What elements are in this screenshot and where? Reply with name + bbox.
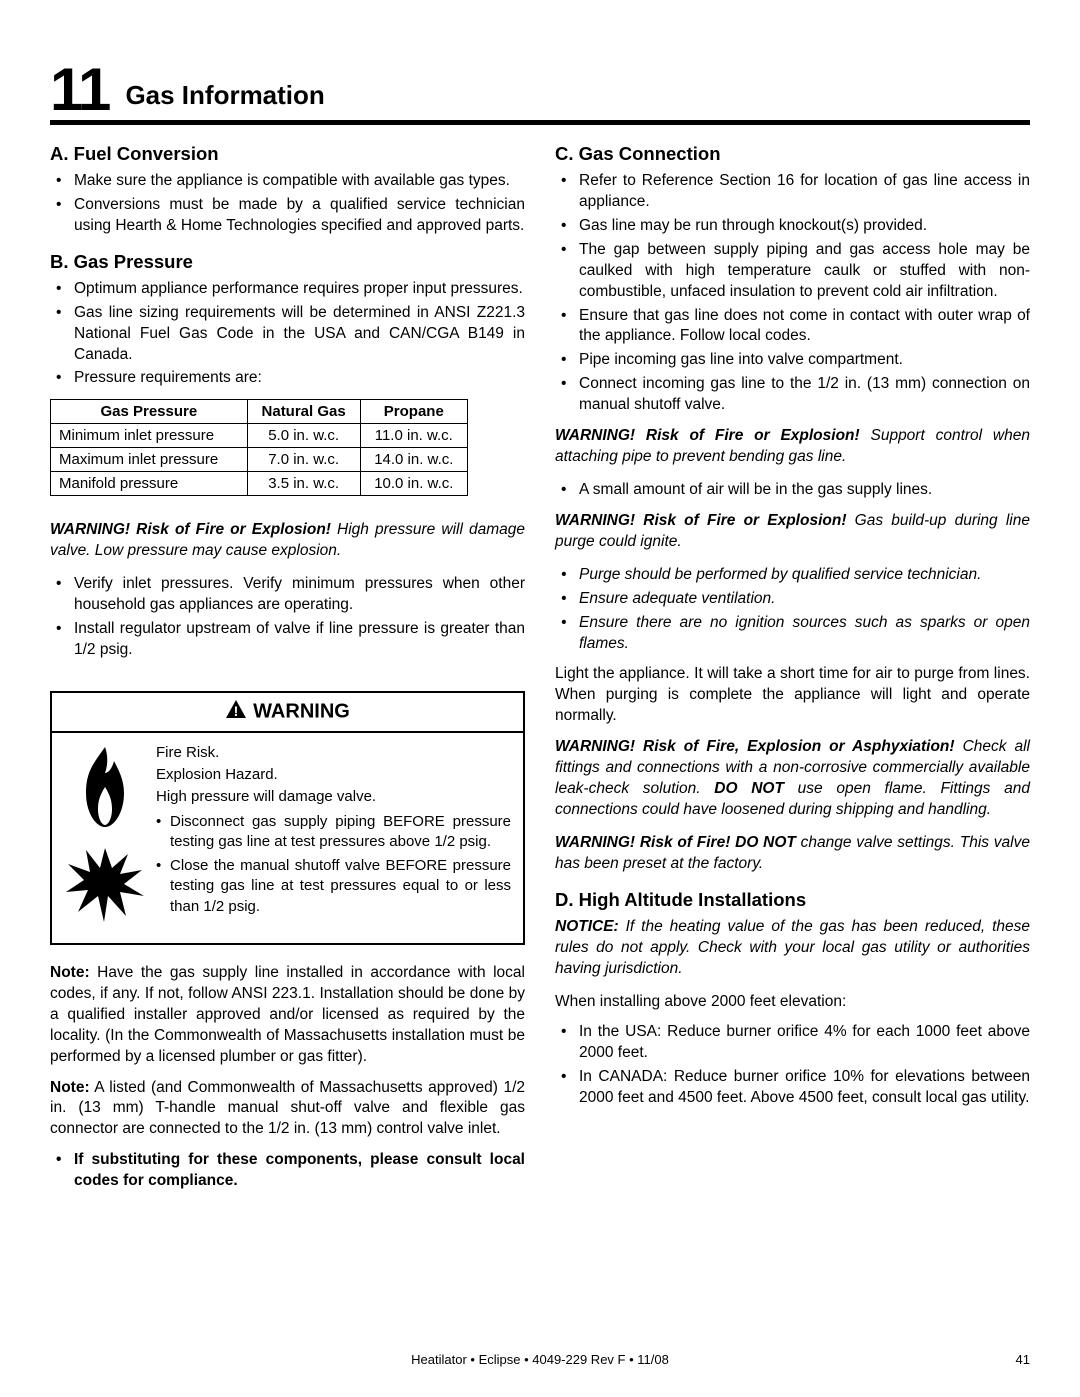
table-header: Natural Gas [247, 400, 360, 424]
bullet-item: Disconnect gas supply piping BEFORE pres… [156, 812, 511, 853]
warning-icons [64, 743, 156, 929]
warning-donot: DO NOT [714, 780, 784, 797]
page-header: 11 Gas Information [50, 60, 1030, 125]
bullet-item: Close the manual shutoff valve BEFORE pr… [156, 856, 511, 917]
warning-box: ! WARNING Fire [50, 691, 525, 945]
bullet-item: Refer to Reference Section 16 for locati… [555, 171, 1030, 213]
notice-lead: NOTICE: [555, 918, 619, 935]
note-body: Have the gas supply line installed in ac… [50, 964, 525, 1065]
bullet-item: Ensure that gas line does not come in co… [555, 306, 1030, 348]
bullet-item: The gap between supply piping and gas ac… [555, 240, 1030, 303]
table-cell: Minimum inlet pressure [51, 424, 248, 448]
left-column: A. Fuel Conversion Make sure the applian… [50, 143, 525, 1192]
warning-lead: WARNING! Risk of Fire or Explosion! [555, 512, 846, 529]
table-row: Maximum inlet pressure 7.0 in. w.c. 14.0… [51, 448, 468, 472]
warning-lead: WARNING! Risk of Fire or Explosion! [50, 521, 331, 538]
note-paragraph: Note: Have the gas supply line installed… [50, 963, 525, 1068]
note-body: A listed (and Commonwealth of Massachuse… [50, 1079, 525, 1138]
section-d-bullets: In the USA: Reduce burner orifice 4% for… [555, 1022, 1030, 1109]
section-c-heading: C. Gas Connection [555, 143, 1030, 165]
chapter-title: Gas Information [125, 80, 324, 111]
bullet-item: Verify inlet pressures. Verify minimum p… [50, 574, 525, 616]
explosion-icon [64, 846, 156, 929]
gas-pressure-table: Gas Pressure Natural Gas Propane Minimum… [50, 399, 468, 496]
section-c-bullets: Refer to Reference Section 16 for locati… [555, 171, 1030, 416]
table-row: Manifold pressure 3.5 in. w.c. 10.0 in. … [51, 472, 468, 496]
note-lead: Note: [50, 964, 90, 981]
warning-inline: WARNING! Risk of Fire! DO NOT change val… [555, 833, 1030, 875]
bullet-item: In the USA: Reduce burner orifice 4% for… [555, 1022, 1030, 1064]
notice-body: If the heating value of the gas has been… [555, 918, 1030, 977]
table-cell: Maximum inlet pressure [51, 448, 248, 472]
content-columns: A. Fuel Conversion Make sure the applian… [50, 143, 1030, 1192]
paragraph: When installing above 2000 feet elevatio… [555, 992, 1030, 1013]
table-cell: 14.0 in. w.c. [360, 448, 467, 472]
warning-inline: WARNING! Risk of Fire, Explosion or Asph… [555, 737, 1030, 821]
bullet-item: Connect incoming gas line to the 1/2 in.… [555, 374, 1030, 416]
warning-lead: WARNING! Risk of Fire or Explosion! [555, 427, 860, 444]
bullet-item: Make sure the appliance is compatible wi… [50, 171, 525, 192]
warning-box-bullets: Disconnect gas supply piping BEFORE pres… [156, 812, 511, 917]
notice-inline: NOTICE: If the heating value of the gas … [555, 917, 1030, 980]
warning-box-body: Fire Risk. Explosion Hazard. High pressu… [52, 733, 523, 943]
warning-inline: WARNING! Risk of Fire or Explosion! High… [50, 520, 525, 562]
table-cell: 3.5 in. w.c. [247, 472, 360, 496]
bullet-item: A small amount of air will be in the gas… [555, 480, 1030, 501]
bold-bullet: If substituting for these components, pl… [50, 1150, 525, 1192]
table-header: Propane [360, 400, 467, 424]
section-c-bullets-2: A small amount of air will be in the gas… [555, 480, 1030, 501]
flame-icon [64, 743, 156, 838]
section-b-heading: B. Gas Pressure [50, 251, 525, 273]
section-a-bullets: Make sure the appliance is compatible wi… [50, 171, 525, 237]
warning-lead: WARNING! Risk of Fire, Explosion or Asph… [555, 738, 955, 755]
bullet-item: Gas line sizing requirements will be det… [50, 303, 525, 366]
bullet-item: Purge should be performed by qualified s… [555, 565, 1030, 586]
table-row: Minimum inlet pressure 5.0 in. w.c. 11.0… [51, 424, 468, 448]
paragraph: Light the appliance. It will take a shor… [555, 664, 1030, 727]
note-paragraph: Note: A listed (and Commonwealth of Mass… [50, 1078, 525, 1141]
bullet-item: Pipe incoming gas line into valve compar… [555, 350, 1030, 371]
section-d-heading: D. High Altitude Installations [555, 889, 1030, 911]
svg-text:!: ! [234, 703, 239, 719]
bullet-item: Install regulator upstream of valve if l… [50, 619, 525, 661]
warning-box-header: ! WARNING [52, 693, 523, 733]
bullet-item: Conversions must be made by a qualified … [50, 195, 525, 237]
section-a-heading: A. Fuel Conversion [50, 143, 525, 165]
bullet-item: Optimum appliance performance requires p… [50, 279, 525, 300]
section-b-bullets-bottom: Verify inlet pressures. Verify minimum p… [50, 574, 525, 661]
italic-bullets: Purge should be performed by qualified s… [555, 565, 1030, 655]
section-b-bullets-top: Optimum appliance performance requires p… [50, 279, 525, 390]
warning-line: Fire Risk. [156, 743, 511, 763]
right-column: C. Gas Connection Refer to Reference Sec… [555, 143, 1030, 1192]
page-footer: Heatilator • Eclipse • 4049-229 Rev F • … [50, 1352, 1030, 1367]
warning-lead: WARNING! Risk of Fire! DO NOT [555, 834, 796, 851]
warning-line: High pressure will damage valve. [156, 787, 511, 807]
bullet-item: Ensure there are no ignition sources suc… [555, 613, 1030, 655]
chapter-number: 11 [50, 60, 109, 120]
table-cell: 11.0 in. w.c. [360, 424, 467, 448]
warning-inline: WARNING! Risk of Fire or Explosion! Supp… [555, 426, 1030, 468]
footer-center: Heatilator • Eclipse • 4049-229 Rev F • … [50, 1352, 1030, 1367]
warning-box-text: Fire Risk. Explosion Hazard. High pressu… [156, 743, 511, 929]
bullet-item: Ensure adequate ventilation. [555, 589, 1030, 610]
table-cell: Manifold pressure [51, 472, 248, 496]
table-cell: 5.0 in. w.c. [247, 424, 360, 448]
note-lead: Note: [50, 1079, 90, 1096]
table-cell: 7.0 in. w.c. [247, 448, 360, 472]
warning-line: Explosion Hazard. [156, 765, 511, 785]
bullet-item: Gas line may be run through knockout(s) … [555, 216, 1030, 237]
table-cell: 10.0 in. w.c. [360, 472, 467, 496]
table-header: Gas Pressure [51, 400, 248, 424]
bullet-item: In CANADA: Reduce burner orifice 10% for… [555, 1067, 1030, 1109]
warning-triangle-icon: ! [225, 699, 247, 725]
warning-box-title: WARNING [253, 700, 350, 722]
bullet-item: Pressure requirements are: [50, 368, 525, 389]
warning-inline: WARNING! Risk of Fire or Explosion! Gas … [555, 511, 1030, 553]
